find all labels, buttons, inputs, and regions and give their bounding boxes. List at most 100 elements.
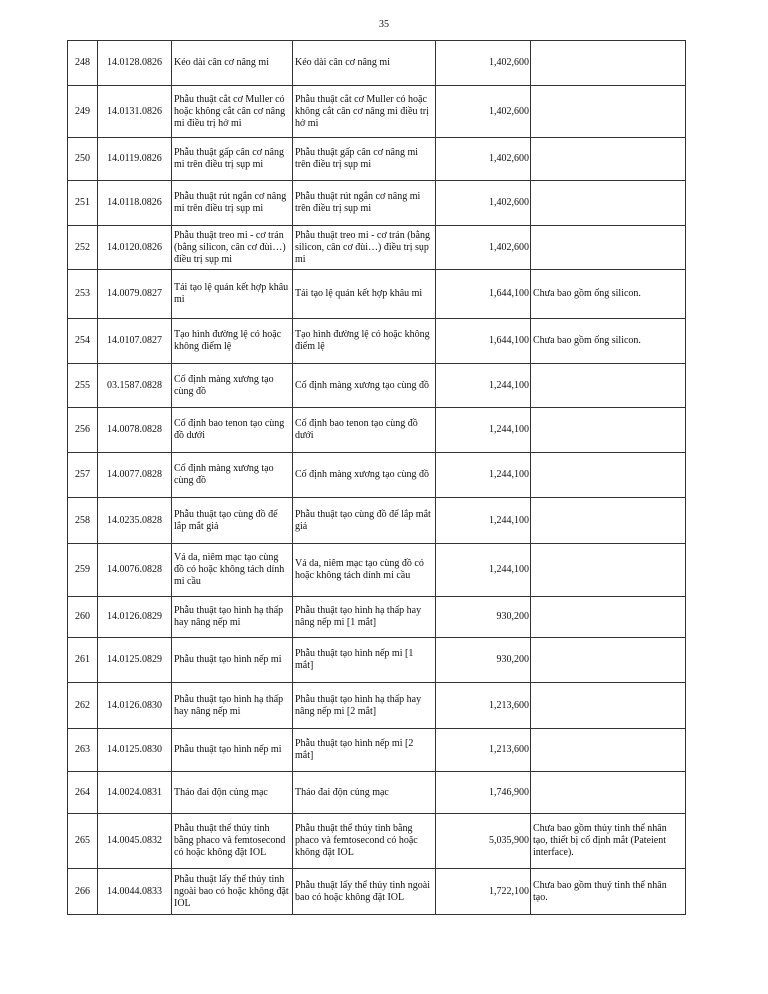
service-name-approved-cell: Tháo đai độn củng mạc [292,771,436,814]
price-cell: 1,244,100 [435,543,531,597]
service-name-approved-cell: Phẫu thuật tạo cùng đồ để lắp mắt giả [292,497,436,544]
service-code-cell: 14.0077.0828 [97,452,172,498]
note-cell [530,407,686,453]
table-row: 266 14.0044.0833 Phẫu thuật lấy thể thủy t… [67,868,686,915]
price-cell: 1,402,600 [435,85,531,138]
table-row: 249 14.0131.0826 Phẫu thuật cắt cơ Muller … [67,85,686,138]
price-cell: 1,244,100 [435,407,531,453]
note-cell [530,728,686,772]
service-code-cell: 14.0044.0833 [97,868,172,915]
service-code-cell: 14.0235.0828 [97,497,172,544]
price-cell: 1,244,100 [435,452,531,498]
service-name-approved-cell: Phẫu thuật tạo hình hạ thấp hay nâng nếp… [292,596,436,638]
table-row: 248 14.0128.0826 Kéo dài cân cơ nâng mi Kéo… [67,40,686,86]
service-name-approved-cell: Cố định màng xương tạo cùng đồ [292,452,436,498]
note-cell: Chưa bao gồm ống silicon. [530,269,686,319]
price-cell: 1,722,100 [435,868,531,915]
service-code-cell: 14.0024.0831 [97,771,172,814]
page-number: 35 [379,19,389,30]
service-code-cell: 14.0126.0829 [97,596,172,638]
price-cell: 1,244,100 [435,497,531,544]
service-name-approved-cell: Phẫu thuật tạo hình nếp mi [2 mắt] [292,728,436,772]
service-code-cell: 14.0126.0830 [97,682,172,729]
service-code-cell: 14.0045.0832 [97,813,172,869]
service-name-cell: Phẫu thuật cắt cơ Muller có hoặc không c… [171,85,293,138]
table-row: 252 14.0120.0826 Phẫu thuật treo mi - cơ t… [67,225,686,270]
price-cell: 930,200 [435,596,531,638]
note-cell [530,596,686,638]
service-name-cell: Phẫu thuật tạo hình hạ thấp hay nâng nếp… [171,682,293,729]
service-name-cell: Cố định màng xương tạo cùng đồ [171,452,293,498]
service-name-approved-cell: Phẫu thuật treo mi - cơ trán (bằng silic… [292,225,436,270]
row-number-cell: 253 [67,269,98,319]
note-cell [530,771,686,814]
row-number-cell: 266 [67,868,98,915]
service-name-approved-cell: Cố định màng xương tạo cùng đồ [292,363,436,408]
service-name-cell: Phẫu thuật lấy thể thủy tinh ngoài bao c… [171,868,293,915]
table-row: 251 14.0118.0826 Phẫu thuật rút ngắn cơ nâ… [67,180,686,226]
service-name-approved-cell: Cố định bao tenon tạo cùng đồ dưới [292,407,436,453]
note-cell [530,180,686,226]
service-name-approved-cell: Kéo dài cân cơ nâng mi [292,40,436,86]
note-cell [530,637,686,683]
note-cell [530,225,686,270]
row-number-cell: 250 [67,137,98,181]
table-row: 264 14.0024.0831 Tháo đai độn củng mạc Tháo… [67,771,686,814]
note-cell [530,363,686,408]
price-cell: 1,644,100 [435,318,531,364]
service-name-approved-cell: Phẫu thuật thể thủy tinh bằng phaco và f… [292,813,436,869]
price-cell: 1,402,600 [435,137,531,181]
table-row: 265 14.0045.0832 Phẫu thuật thể thủy tinh … [67,813,686,869]
service-name-cell: Phẫu thuật treo mi - cơ trán (bằng silic… [171,225,293,270]
price-cell: 5,035,900 [435,813,531,869]
note-cell [530,452,686,498]
service-name-approved-cell: Tái tạo lệ quản kết hợp khâu mi [292,269,436,319]
service-code-cell: 14.0078.0828 [97,407,172,453]
price-table: 248 14.0128.0826 Kéo dài cân cơ nâng mi Kéo… [67,40,686,915]
service-code-cell: 14.0118.0826 [97,180,172,226]
note-cell: Chưa bao gồm thủy tinh thể nhân tạo, thi… [530,813,686,869]
note-cell: Chưa bao gồm thuỷ tinh thể nhân tạo. [530,868,686,915]
row-number-cell: 251 [67,180,98,226]
price-cell: 1,402,600 [435,225,531,270]
row-number-cell: 248 [67,40,98,86]
row-number-cell: 259 [67,543,98,597]
service-name-cell: Phẫu thuật rút ngắn cơ nâng mi trên điều… [171,180,293,226]
row-number-cell: 264 [67,771,98,814]
row-number-cell: 260 [67,596,98,638]
service-code-cell: 14.0120.0826 [97,225,172,270]
table-row: 257 14.0077.0828 Cố định màng xương tạo cù… [67,452,686,498]
service-name-approved-cell: Phẫu thuật tạo hình hạ thấp hay nâng nếp… [292,682,436,729]
table-row: 258 14.0235.0828 Phẫu thuật tạo cùng đồ để… [67,497,686,544]
row-number-cell: 255 [67,363,98,408]
service-name-cell: Phẫu thuật gấp cân cơ nâng mi trên điều … [171,137,293,181]
price-cell: 1,746,900 [435,771,531,814]
table-row: 250 14.0119.0826 Phẫu thuật gấp cân cơ nân… [67,137,686,181]
service-name-cell: Cố định bao tenon tạo cùng đồ dưới [171,407,293,453]
service-name-approved-cell: Phẫu thuật cắt cơ Muller có hoặc không c… [292,85,436,138]
row-number-cell: 257 [67,452,98,498]
service-code-cell: 14.0119.0826 [97,137,172,181]
service-name-approved-cell: Vá da, niêm mạc tạo cùng đồ có hoặc khôn… [292,543,436,597]
service-name-cell: Tạo hình đường lệ có hoặc không điểm lệ [171,318,293,364]
price-cell: 1,244,100 [435,363,531,408]
table-row: 253 14.0079.0827 Tái tạo lệ quản kết hợp k… [67,269,686,319]
row-number-cell: 249 [67,85,98,138]
table-row: 254 14.0107.0827 Tạo hình đường lệ có hoặc… [67,318,686,364]
note-cell [530,40,686,86]
service-name-cell: Phẫu thuật tạo hình nếp mi [171,728,293,772]
service-name-cell: Kéo dài cân cơ nâng mi [171,40,293,86]
note-cell [530,85,686,138]
table-row: 260 14.0126.0829 Phẫu thuật tạo hình hạ th… [67,596,686,638]
service-code-cell: 14.0131.0826 [97,85,172,138]
service-code-cell: 14.0128.0826 [97,40,172,86]
price-cell: 1,213,600 [435,728,531,772]
service-code-cell: 14.0076.0828 [97,543,172,597]
service-name-cell: Tháo đai độn củng mạc [171,771,293,814]
service-name-approved-cell: Tạo hình đường lệ có hoặc không điểm lệ [292,318,436,364]
service-name-approved-cell: Phẫu thuật lấy thể thủy tinh ngoài bao c… [292,868,436,915]
row-number-cell: 252 [67,225,98,270]
note-cell [530,137,686,181]
service-name-cell: Tái tạo lệ quản kết hợp khâu mi [171,269,293,319]
row-number-cell: 261 [67,637,98,683]
